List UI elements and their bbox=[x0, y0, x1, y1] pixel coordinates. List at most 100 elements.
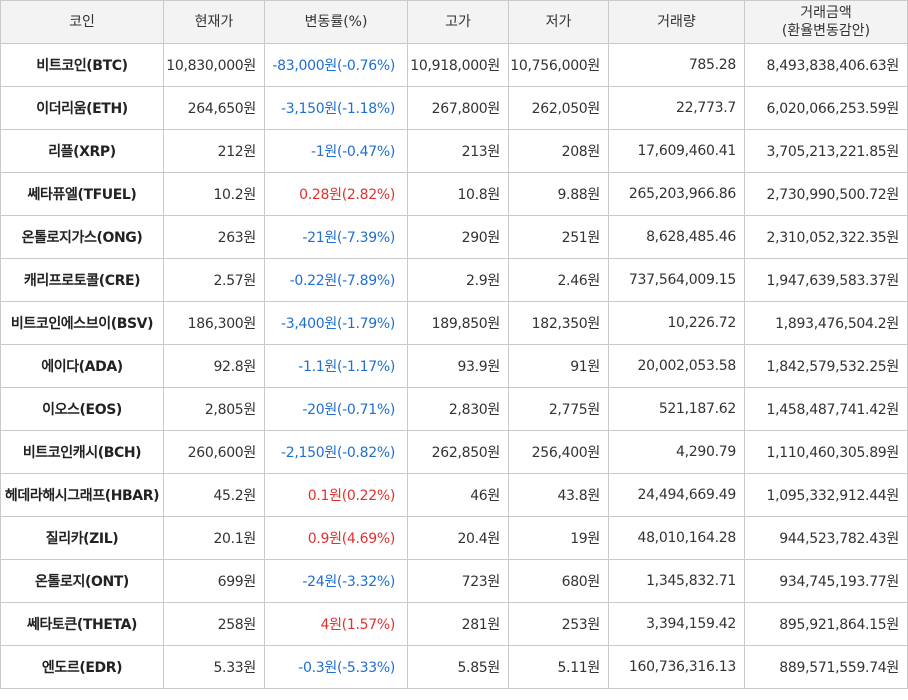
change-cell: -1.1원(-1.17%) bbox=[264, 344, 408, 388]
table-row: 이더리움(ETH) 264,650원 -3,150원(-1.18%) 267,800원… bbox=[0, 86, 908, 130]
header-price: 현재가 bbox=[163, 0, 265, 44]
high-cell: 10.8원 bbox=[407, 172, 509, 216]
coin-name-cell: 이더리움(ETH) bbox=[0, 86, 164, 130]
high-cell: 20.4원 bbox=[407, 516, 509, 560]
low-cell: 251원 bbox=[508, 215, 609, 259]
header-amount-line1: 거래금액 bbox=[800, 5, 852, 21]
high-cell: 723원 bbox=[407, 559, 509, 603]
coin-name-cell: 리플(XRP) bbox=[0, 129, 164, 173]
high-cell: 5.85원 bbox=[407, 645, 509, 689]
low-cell: 43.8원 bbox=[508, 473, 609, 517]
amount-cell: 1,842,579,532.25원 bbox=[744, 344, 908, 388]
coin-name-cell: 에이다(ADA) bbox=[0, 344, 164, 388]
table-row: 헤데라해시그래프(HBAR) 45.2원 0.1원(0.22%) 46원 43.8원 24… bbox=[0, 473, 908, 517]
low-cell: 256,400원 bbox=[508, 430, 609, 474]
volume-cell: 4,290.79 bbox=[608, 430, 745, 474]
price-cell: 699원 bbox=[163, 559, 265, 603]
price-cell: 10,830,000원 bbox=[163, 43, 265, 87]
coin-name-cell: 질리카(ZIL) bbox=[0, 516, 164, 560]
volume-cell: 785.28 bbox=[608, 43, 745, 87]
header-change: 변동률(%) bbox=[264, 0, 408, 44]
change-cell: 4원(1.57%) bbox=[264, 602, 408, 646]
table-row: 이오스(EOS) 2,805원 -20원(-0.71%) 2,830원 2,775원 52… bbox=[0, 387, 908, 431]
high-cell: 189,850원 bbox=[407, 301, 509, 345]
price-cell: 2.57원 bbox=[163, 258, 265, 302]
change-cell: -24원(-3.32%) bbox=[264, 559, 408, 603]
change-cell: -1원(-0.47%) bbox=[264, 129, 408, 173]
amount-cell: 1,110,460,305.89원 bbox=[744, 430, 908, 474]
table-row: 엔도르(EDR) 5.33원 -0.3원(-5.33%) 5.85원 5.11원 160,… bbox=[0, 645, 908, 689]
volume-cell: 265,203,966.86 bbox=[608, 172, 745, 216]
table-row: 리플(XRP) 212원 -1원(-0.47%) 213원 208원 17,609,460… bbox=[0, 129, 908, 173]
table-row: 온톨로지가스(ONG) 263원 -21원(-7.39%) 290원 251원 8,628… bbox=[0, 215, 908, 259]
price-cell: 260,600원 bbox=[163, 430, 265, 474]
coin-name-cell: 비트코인캐시(BCH) bbox=[0, 430, 164, 474]
table-header-row: 코인 현재가 변동률(%) 고가 저가 거래량 거래금액 (환율변동감안) bbox=[0, 0, 908, 44]
change-cell: -83,000원(-0.76%) bbox=[264, 43, 408, 87]
volume-cell: 521,187.62 bbox=[608, 387, 745, 431]
price-cell: 264,650원 bbox=[163, 86, 265, 130]
high-cell: 10,918,000원 bbox=[407, 43, 509, 87]
header-amount-line2: (환율변동감안) bbox=[781, 23, 871, 39]
volume-cell: 737,564,009.15 bbox=[608, 258, 745, 302]
coin-name-cell: 엔도르(EDR) bbox=[0, 645, 164, 689]
change-cell: -20원(-0.71%) bbox=[264, 387, 408, 431]
volume-cell: 22,773.7 bbox=[608, 86, 745, 130]
table-row: 질리카(ZIL) 20.1원 0.9원(4.69%) 20.4원 19원 48,010,1… bbox=[0, 516, 908, 560]
table-row: 비트코인(BTC) 10,830,000원 -83,000원(-0.76%) 10,9… bbox=[0, 43, 908, 87]
low-cell: 253원 bbox=[508, 602, 609, 646]
coin-name-cell: 온톨로지가스(ONG) bbox=[0, 215, 164, 259]
coin-name-cell: 쎄타토큰(THETA) bbox=[0, 602, 164, 646]
low-cell: 10,756,000원 bbox=[508, 43, 609, 87]
volume-cell: 48,010,164.28 bbox=[608, 516, 745, 560]
amount-cell: 1,458,487,741.42원 bbox=[744, 387, 908, 431]
amount-cell: 944,523,782.43원 bbox=[744, 516, 908, 560]
change-cell: -21원(-7.39%) bbox=[264, 215, 408, 259]
high-cell: 2.9원 bbox=[407, 258, 509, 302]
volume-cell: 10,226.72 bbox=[608, 301, 745, 345]
volume-cell: 8,628,485.46 bbox=[608, 215, 745, 259]
change-cell: -0.22원(-7.89%) bbox=[264, 258, 408, 302]
header-amount: 거래금액 (환율변동감안) bbox=[744, 0, 908, 44]
low-cell: 5.11원 bbox=[508, 645, 609, 689]
high-cell: 93.9원 bbox=[407, 344, 509, 388]
high-cell: 213원 bbox=[407, 129, 509, 173]
high-cell: 267,800원 bbox=[407, 86, 509, 130]
table-body: 비트코인(BTC) 10,830,000원 -83,000원(-0.76%) 10,9… bbox=[0, 43, 908, 689]
volume-cell: 20,002,053.58 bbox=[608, 344, 745, 388]
volume-cell: 1,345,832.71 bbox=[608, 559, 745, 603]
volume-cell: 160,736,316.13 bbox=[608, 645, 745, 689]
low-cell: 2.46원 bbox=[508, 258, 609, 302]
table-row: 캐리프로토콜(CRE) 2.57원 -0.22원(-7.89%) 2.9원 2.46원 7… bbox=[0, 258, 908, 302]
change-cell: -3,150원(-1.18%) bbox=[264, 86, 408, 130]
amount-cell: 934,745,193.77원 bbox=[744, 559, 908, 603]
amount-cell: 8,493,838,406.63원 bbox=[744, 43, 908, 87]
high-cell: 281원 bbox=[407, 602, 509, 646]
amount-cell: 2,310,052,322.35원 bbox=[744, 215, 908, 259]
table-row: 온톨로지(ONT) 699원 -24원(-3.32%) 723원 680원 1,345,8… bbox=[0, 559, 908, 603]
price-cell: 2,805원 bbox=[163, 387, 265, 431]
high-cell: 46원 bbox=[407, 473, 509, 517]
coin-name-cell: 캐리프로토콜(CRE) bbox=[0, 258, 164, 302]
coin-name-cell: 이오스(EOS) bbox=[0, 387, 164, 431]
low-cell: 9.88원 bbox=[508, 172, 609, 216]
volume-cell: 17,609,460.41 bbox=[608, 129, 745, 173]
low-cell: 680원 bbox=[508, 559, 609, 603]
amount-cell: 1,893,476,504.2원 bbox=[744, 301, 908, 345]
high-cell: 2,830원 bbox=[407, 387, 509, 431]
coin-name-cell: 쎄타퓨엘(TFUEL) bbox=[0, 172, 164, 216]
amount-cell: 2,730,990,500.72원 bbox=[744, 172, 908, 216]
price-cell: 186,300원 bbox=[163, 301, 265, 345]
change-cell: -2,150원(-0.82%) bbox=[264, 430, 408, 474]
high-cell: 262,850원 bbox=[407, 430, 509, 474]
price-cell: 20.1원 bbox=[163, 516, 265, 560]
header-high: 고가 bbox=[407, 0, 509, 44]
coin-name-cell: 온톨로지(ONT) bbox=[0, 559, 164, 603]
price-cell: 10.2원 bbox=[163, 172, 265, 216]
change-cell: 0.28원(2.82%) bbox=[264, 172, 408, 216]
low-cell: 262,050원 bbox=[508, 86, 609, 130]
price-cell: 212원 bbox=[163, 129, 265, 173]
coin-name-cell: 비트코인(BTC) bbox=[0, 43, 164, 87]
low-cell: 91원 bbox=[508, 344, 609, 388]
